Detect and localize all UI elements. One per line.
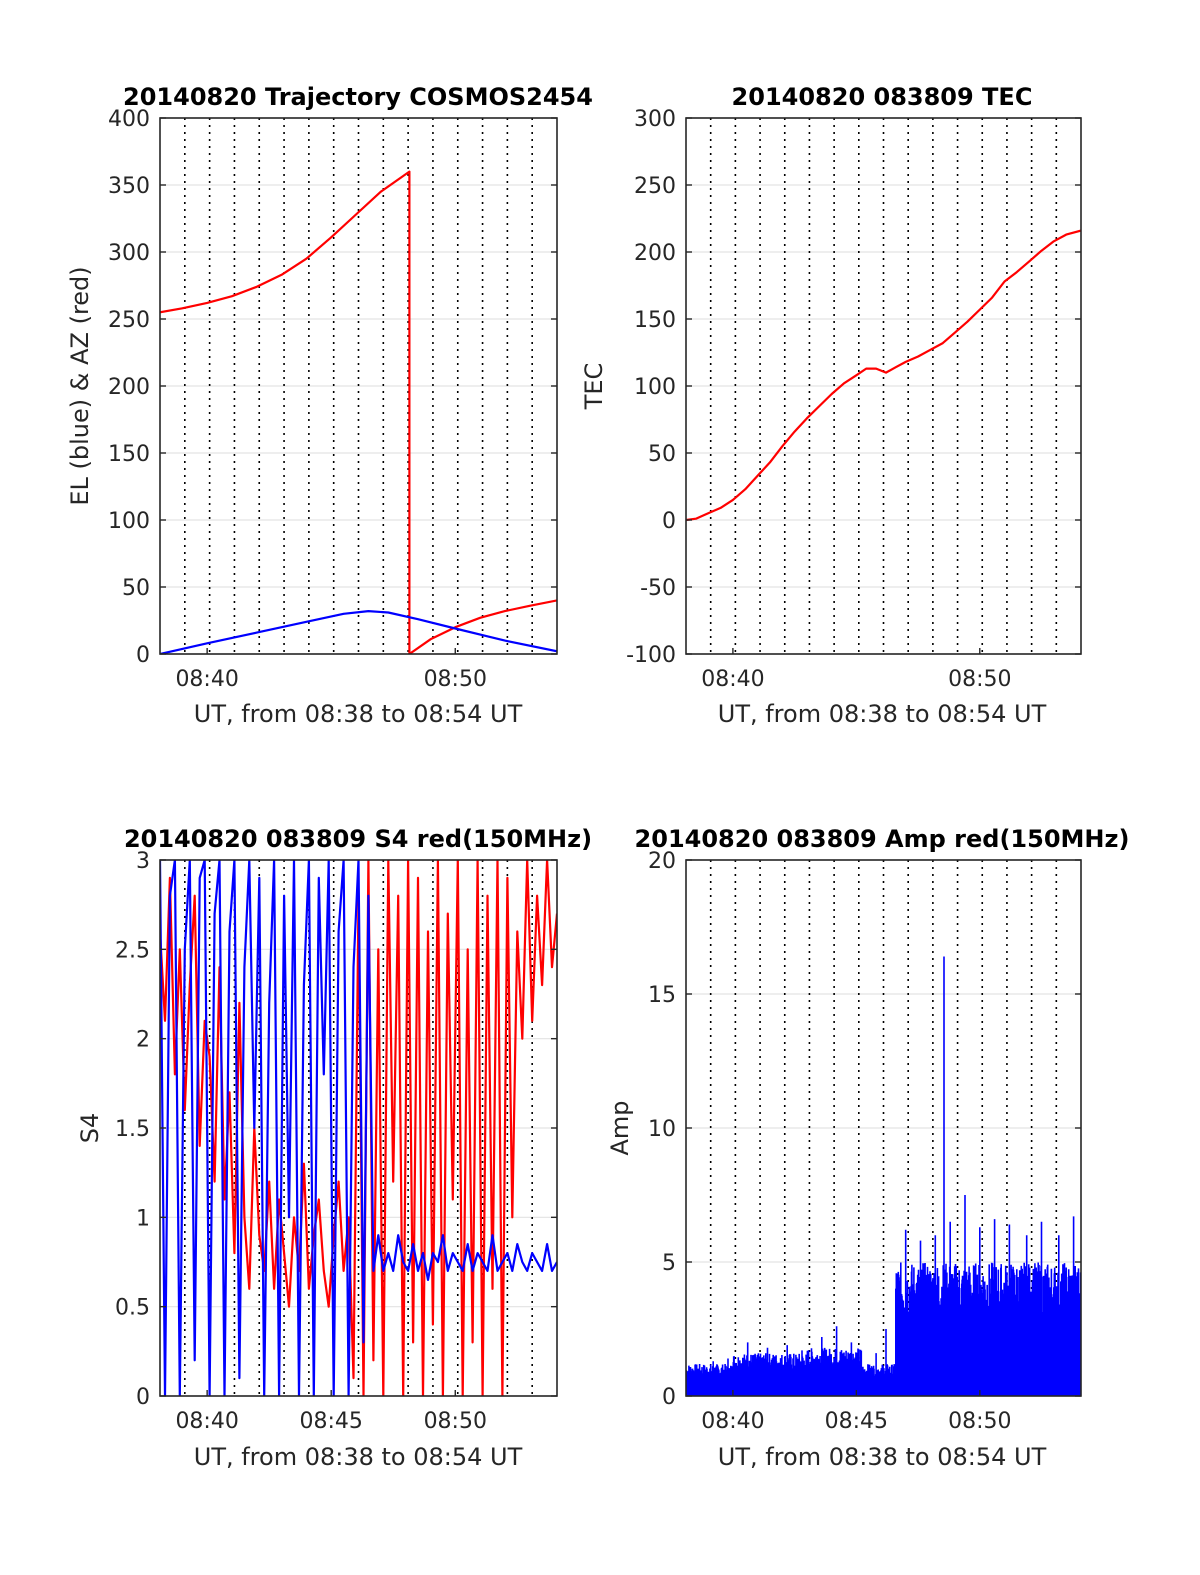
trajectory-ytick-label: 100 xyxy=(108,509,150,534)
trajectory-xlabel: UT, from 08:38 to 08:54 UT xyxy=(194,700,523,728)
s4-ytick-label: 0 xyxy=(136,1385,150,1410)
tec-ytick-label: 100 xyxy=(634,375,676,400)
amp-panel: 20140820 083809 Amp red(150MHz) UT, from… xyxy=(606,825,1129,1471)
s4-series-line xyxy=(160,860,557,1396)
s4-xtick-label: 08:50 xyxy=(424,1409,487,1434)
trajectory-ytick-label: 0 xyxy=(136,643,150,668)
trajectory-panel: 20140820 Trajectory COSMOS2454 UT, from … xyxy=(66,83,593,728)
trajectory-ytick-label: 150 xyxy=(108,442,150,467)
tec-ytick-label: 50 xyxy=(648,442,676,467)
tec-series-line xyxy=(686,229,1081,522)
amp-xtick-label: 08:40 xyxy=(701,1409,764,1434)
s4-ytick-label: 1.5 xyxy=(115,1117,150,1142)
tec-ytick-label: -100 xyxy=(626,643,676,668)
s4-ytick-label: 1 xyxy=(136,1206,150,1231)
tec-panel: 20140820 083809 TEC UT, from 08:38 to 08… xyxy=(580,83,1082,728)
amp-ytick-label: 20 xyxy=(648,849,676,874)
s4-ylabel: S4 xyxy=(76,1113,104,1144)
amp-xlabel: UT, from 08:38 to 08:54 UT xyxy=(718,1443,1047,1471)
s4-ytick-label: 2 xyxy=(136,1028,150,1053)
amp-xtick-label: 08:50 xyxy=(948,1409,1011,1434)
trajectory-ytick-label: 300 xyxy=(108,241,150,266)
trajectory-ytick-label: 400 xyxy=(108,107,150,132)
trajectory-xtick-label: 08:50 xyxy=(424,667,487,692)
trajectory-plot-area xyxy=(160,170,557,654)
s4-ytick-label: 3 xyxy=(136,849,150,874)
tec-title: 20140820 083809 TEC xyxy=(732,83,1033,111)
trajectory-ylabel: EL (blue) & AZ (red) xyxy=(66,266,94,505)
s4-panel: 20140820 083809 S4 red(150MHz) UT, from … xyxy=(76,825,592,1471)
amp-ytick-label: 0 xyxy=(662,1385,676,1410)
s4-ytick-label: 0.5 xyxy=(115,1296,150,1321)
trajectory-series-line xyxy=(160,610,557,654)
s4-xlabel: UT, from 08:38 to 08:54 UT xyxy=(194,1443,523,1471)
tec-ytick-label: 200 xyxy=(634,241,676,266)
amp-ylabel: Amp xyxy=(606,1100,634,1155)
amp-ytick-label: 15 xyxy=(648,983,676,1008)
amp-ytick-label: 10 xyxy=(648,1117,676,1142)
s4-title: 20140820 083809 S4 red(150MHz) xyxy=(124,825,592,853)
amp-series-line xyxy=(686,956,1081,1396)
amp-title: 20140820 083809 Amp red(150MHz) xyxy=(635,825,1130,853)
trajectory-ytick-label: 50 xyxy=(122,576,150,601)
trajectory-ytick-label: 350 xyxy=(108,174,150,199)
tec-ytick-label: -50 xyxy=(640,576,676,601)
trajectory-ytick-label: 200 xyxy=(108,375,150,400)
tec-plot-area xyxy=(686,229,1081,522)
tec-ytick-label: 0 xyxy=(662,509,676,534)
tec-ytick-label: 150 xyxy=(634,308,676,333)
s4-xtick-label: 08:45 xyxy=(300,1409,363,1434)
tec-ylabel: TEC xyxy=(580,363,608,411)
trajectory-series-line xyxy=(160,170,557,654)
tec-xlabel: UT, from 08:38 to 08:54 UT xyxy=(718,700,1047,728)
amp-xtick-label: 08:45 xyxy=(825,1409,888,1434)
tec-xtick-label: 08:50 xyxy=(948,667,1011,692)
trajectory-ytick-label: 250 xyxy=(108,308,150,333)
trajectory-title: 20140820 Trajectory COSMOS2454 xyxy=(123,83,593,111)
trajectory-xtick-label: 08:40 xyxy=(175,667,238,692)
s4-plot-area xyxy=(160,860,557,1396)
tec-ytick-label: 250 xyxy=(634,174,676,199)
tec-xtick-label: 08:40 xyxy=(701,667,764,692)
s4-xtick-label: 08:40 xyxy=(175,1409,238,1434)
amp-plot-area xyxy=(686,956,1081,1396)
s4-ytick-label: 2.5 xyxy=(115,938,150,963)
amp-ytick-label: 5 xyxy=(662,1251,676,1276)
tec-ytick-label: 300 xyxy=(634,107,676,132)
